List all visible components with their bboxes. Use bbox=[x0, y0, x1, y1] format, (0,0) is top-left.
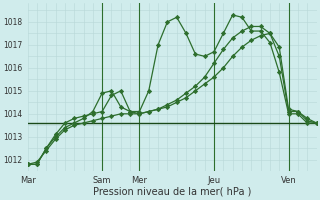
X-axis label: Pression niveau de la mer( hPa ): Pression niveau de la mer( hPa ) bbox=[93, 187, 251, 197]
